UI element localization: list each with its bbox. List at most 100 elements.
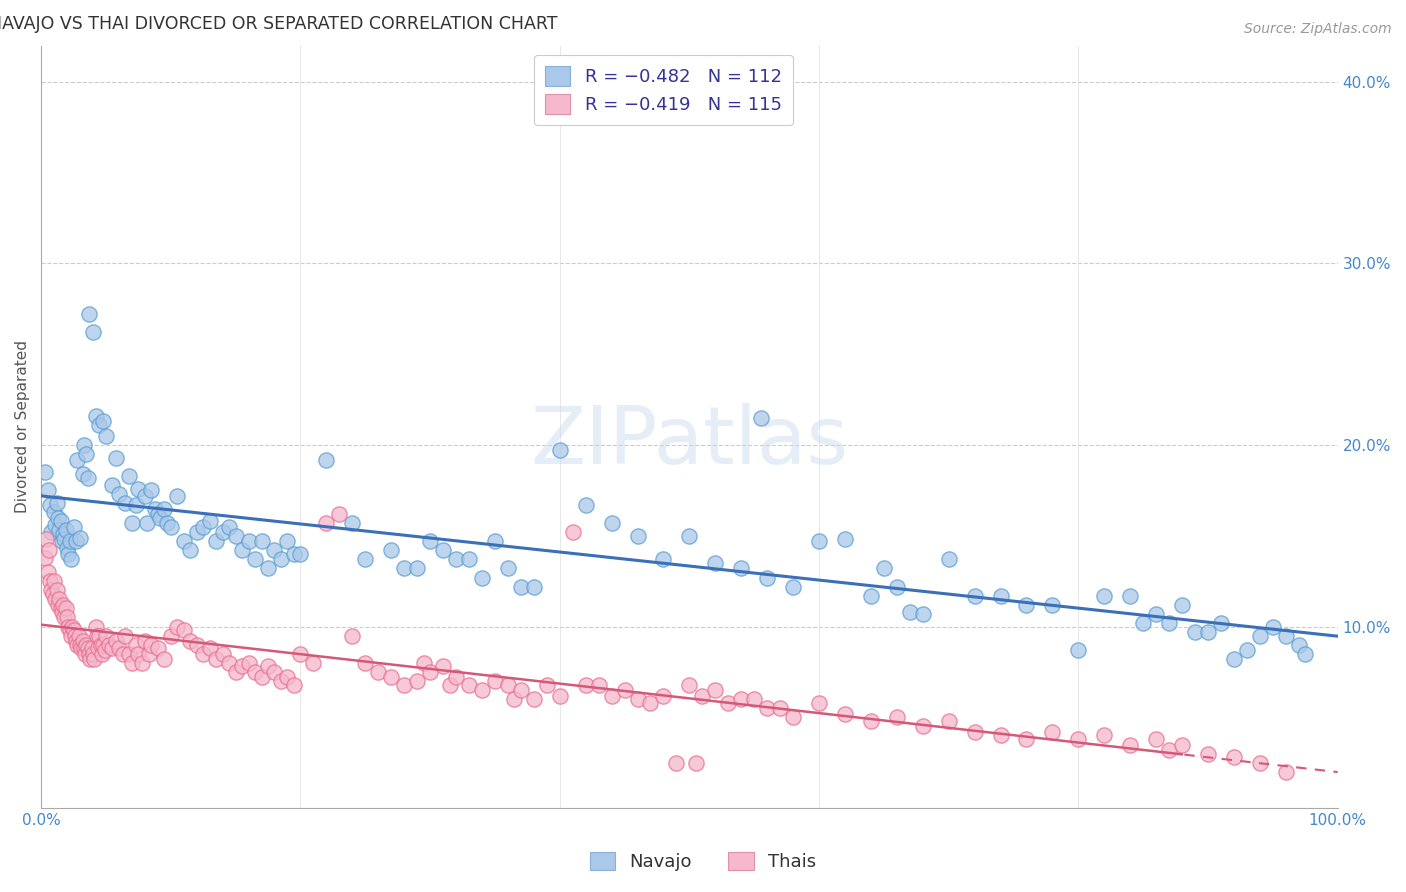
Point <box>692 689 714 703</box>
Point <box>153 501 176 516</box>
Point <box>263 665 285 679</box>
Point <box>575 498 598 512</box>
Point <box>1197 747 1219 761</box>
Point <box>134 489 156 503</box>
Point <box>380 670 402 684</box>
Point <box>73 438 96 452</box>
Point <box>186 525 208 540</box>
Point <box>730 692 752 706</box>
Point <box>1144 732 1167 747</box>
Point <box>283 678 305 692</box>
Text: NAVAJO VS THAI DIVORCED OR SEPARATED CORRELATION CHART: NAVAJO VS THAI DIVORCED OR SEPARATED COR… <box>0 15 558 33</box>
Point <box>600 516 623 530</box>
Point <box>146 507 169 521</box>
Point <box>76 641 98 656</box>
Point <box>342 629 364 643</box>
Point <box>86 629 108 643</box>
Point <box>118 469 141 483</box>
Point <box>66 452 89 467</box>
Point <box>193 519 215 533</box>
Point <box>58 619 80 633</box>
Point <box>93 414 115 428</box>
Point <box>523 692 546 706</box>
Point <box>782 710 804 724</box>
Point <box>250 670 273 684</box>
Point <box>685 756 707 770</box>
Point <box>59 534 82 549</box>
Point <box>35 533 58 547</box>
Point <box>193 647 215 661</box>
Point <box>218 519 240 533</box>
Point <box>1159 743 1181 757</box>
Point <box>73 641 96 656</box>
Point <box>105 634 128 648</box>
Point <box>1294 647 1316 661</box>
Point <box>72 467 94 481</box>
Point <box>48 524 70 538</box>
Point <box>911 719 934 733</box>
Point <box>93 638 115 652</box>
Point <box>1119 589 1142 603</box>
Point <box>270 552 292 566</box>
Point <box>496 678 519 692</box>
Point <box>34 550 56 565</box>
Point <box>149 510 172 524</box>
Point <box>911 607 934 621</box>
Point <box>205 652 228 666</box>
Point <box>808 696 831 710</box>
Point <box>46 598 69 612</box>
Point <box>231 659 253 673</box>
Point <box>186 638 208 652</box>
Point <box>704 556 727 570</box>
Point <box>198 641 221 656</box>
Point <box>77 647 100 661</box>
Point <box>1171 598 1194 612</box>
Point <box>444 552 467 566</box>
Point <box>218 656 240 670</box>
Point <box>89 629 111 643</box>
Point <box>179 634 201 648</box>
Point <box>62 519 84 533</box>
Point <box>458 678 481 692</box>
Point <box>315 516 337 530</box>
Point <box>69 531 91 545</box>
Point <box>108 487 131 501</box>
Point <box>471 683 494 698</box>
Point <box>859 589 882 603</box>
Point <box>243 665 266 679</box>
Point <box>471 570 494 584</box>
Point <box>138 647 160 661</box>
Point <box>76 638 98 652</box>
Point <box>1015 732 1038 747</box>
Point <box>1067 732 1090 747</box>
Point <box>290 647 312 661</box>
Point <box>938 552 960 566</box>
Point <box>141 638 163 652</box>
Point <box>1015 598 1038 612</box>
Point <box>118 647 141 661</box>
Point <box>652 552 675 566</box>
Point <box>91 647 114 661</box>
Legend: Navajo, Thais: Navajo, Thais <box>582 845 824 879</box>
Point <box>859 714 882 728</box>
Point <box>34 465 56 479</box>
Point <box>250 534 273 549</box>
Point <box>159 629 181 643</box>
Point <box>328 507 350 521</box>
Point <box>432 543 454 558</box>
Point <box>808 534 831 549</box>
Point <box>419 665 441 679</box>
Text: Source: ZipAtlas.com: Source: ZipAtlas.com <box>1244 22 1392 37</box>
Point <box>70 641 93 656</box>
Point <box>834 533 856 547</box>
Point <box>626 692 648 706</box>
Point <box>963 724 986 739</box>
Point <box>37 565 59 579</box>
Point <box>141 483 163 498</box>
Point <box>575 678 598 692</box>
Point <box>626 529 648 543</box>
Point <box>1209 615 1232 630</box>
Point <box>80 641 103 656</box>
Point <box>1042 724 1064 739</box>
Point <box>111 647 134 661</box>
